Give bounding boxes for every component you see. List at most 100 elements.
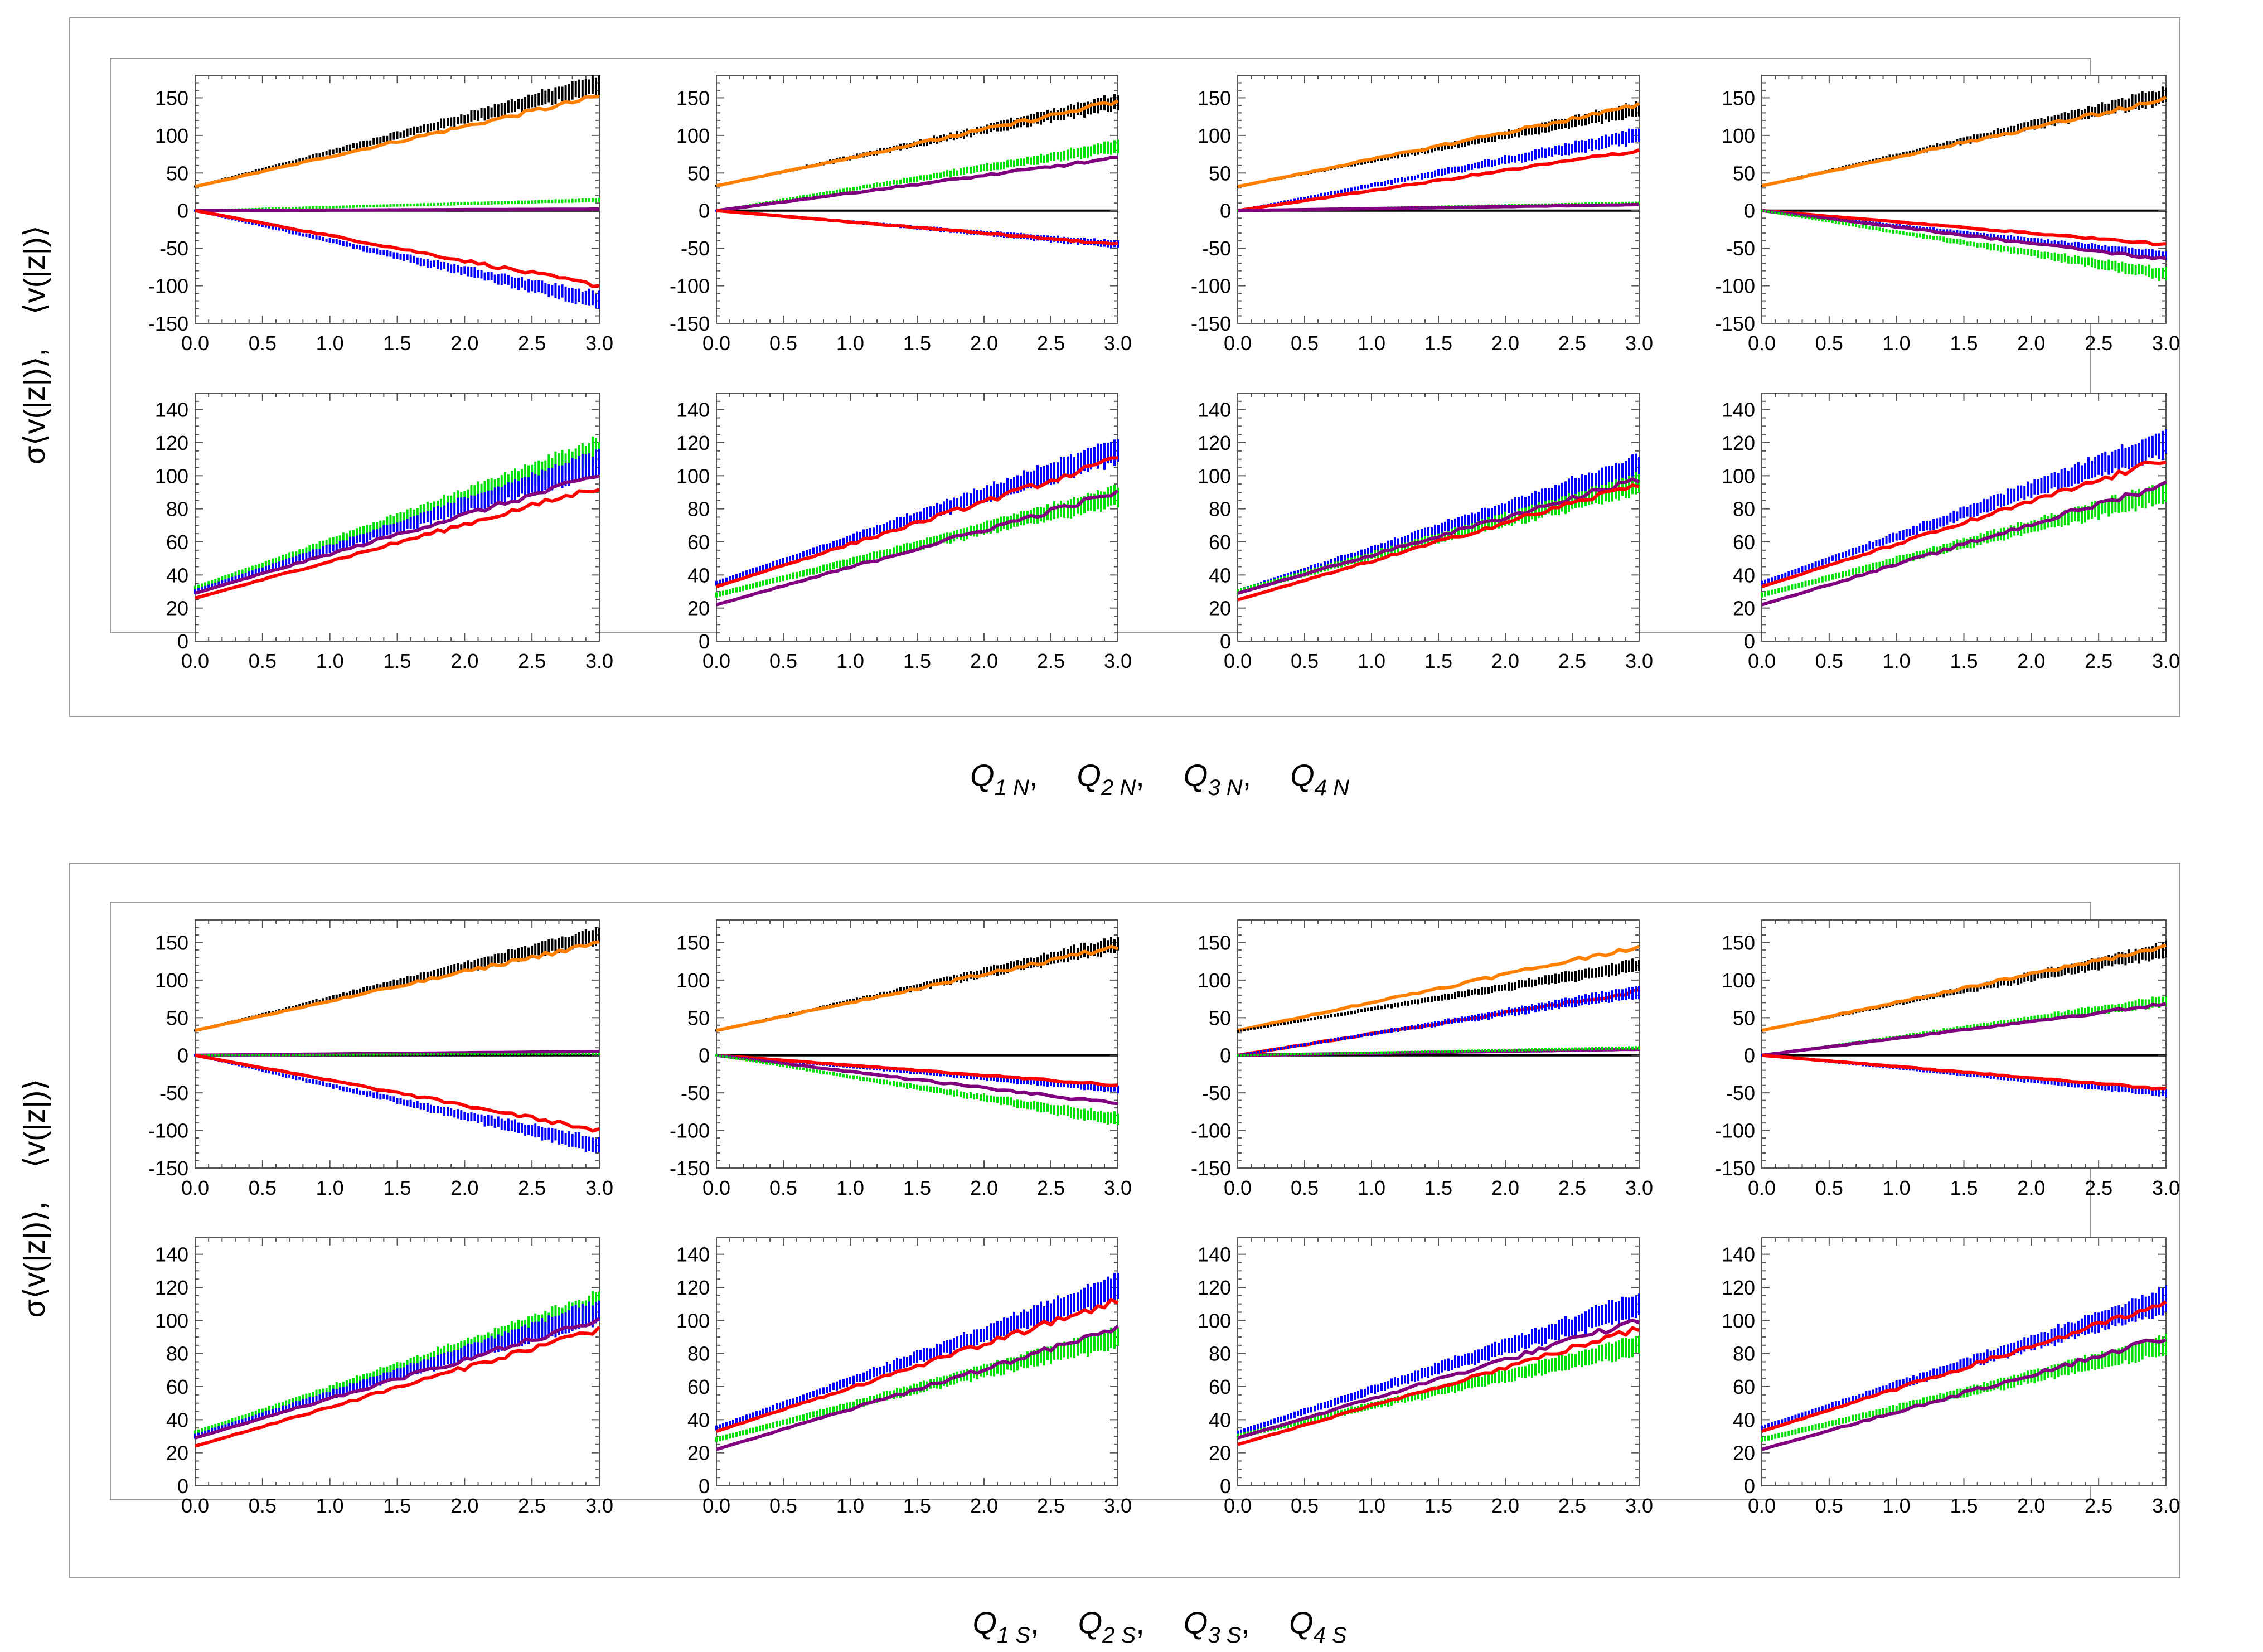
y-tick-label: 140	[155, 1243, 188, 1266]
x-tick-label: 1.0	[316, 332, 344, 355]
y-tick-label: 100	[155, 1309, 188, 1332]
x-tick-label: 0.0	[702, 1176, 730, 1199]
x-tick-label: 2.0	[1491, 332, 1519, 355]
x-tick-label: 1.0	[836, 1176, 864, 1199]
y-tick-label: 80	[1209, 498, 1231, 521]
series-points	[194, 1052, 600, 1057]
series-points	[194, 1054, 600, 1153]
series-points	[194, 209, 600, 309]
series-line-path	[716, 489, 1119, 607]
x-tick-label: 0.5	[249, 1494, 277, 1517]
series-line	[716, 1053, 1118, 1106]
x-tick-label: 1.0	[1358, 650, 1385, 672]
x-tick-label: 0.5	[1291, 332, 1319, 355]
y-tick-label: 100	[1198, 464, 1231, 487]
y-tick-label: 100	[1198, 124, 1231, 147]
y-tick-label: 40	[166, 1408, 188, 1431]
series-line-path	[195, 488, 600, 600]
y-tick-label: -50	[681, 1082, 710, 1104]
plot-frame	[195, 1237, 600, 1486]
inner-frame	[110, 902, 2091, 1500]
x-tick-label: 1.5	[903, 650, 931, 672]
y-tick-label: -150	[670, 312, 710, 335]
x-tick-label: 3.0	[1625, 332, 1653, 355]
series-line	[195, 940, 600, 1033]
x-tick-label: 0.0	[181, 1494, 209, 1517]
x-axis-label-symbol: Q	[1184, 758, 1208, 793]
x-tick-label: 0.5	[249, 1176, 277, 1199]
chart-group-N: 0.0 0.5 1.0 1.5 2.0 2.5 3.0 150 100 50 0 -50 -100 -15…	[18, 17, 2180, 800]
series-line	[716, 209, 1118, 246]
x-tick-label: 2.0	[450, 650, 478, 672]
y-tick-label: -150	[1715, 312, 1755, 335]
series-points	[1237, 128, 1640, 212]
series-line-path	[195, 1326, 601, 1448]
x-tick-label: 0.0	[1748, 650, 1776, 672]
series-points	[715, 139, 1119, 212]
series-line	[195, 488, 600, 600]
y-tick-label: 0	[1220, 200, 1231, 222]
series-line-path	[716, 99, 1119, 188]
x-axis-label: Q1 N, Q2 N, Q3 N, Q4 N	[970, 758, 1349, 800]
y-tick-label: 0	[699, 630, 710, 653]
series-line	[195, 95, 600, 188]
x-tick-label: 2.5	[1037, 332, 1065, 355]
y-tick-label: -150	[1191, 312, 1231, 335]
y-tick-label: -100	[670, 275, 710, 298]
series-line-path	[195, 1317, 600, 1440]
y-tick-label: 150	[1198, 86, 1231, 109]
x-tick-label: 2.0	[1491, 650, 1519, 672]
series-points	[194, 198, 600, 212]
y-tick-label: 60	[166, 1375, 188, 1398]
y-tick-label: 50	[166, 162, 188, 185]
x-tick-label: 0.0	[702, 650, 730, 672]
x-tick-label: 3.0	[1625, 650, 1653, 672]
x-tick-label: 0.0	[1748, 332, 1776, 355]
x-tick-label: 0.5	[769, 332, 797, 355]
y-tick-label: 0	[177, 1475, 188, 1498]
y-tick-label: 140	[676, 399, 710, 422]
y-tick-label: -50	[1202, 237, 1231, 260]
x-axis-label-subscript: 2 N	[1101, 776, 1136, 800]
y-tick-label: 80	[1733, 498, 1755, 521]
series-line	[195, 1317, 600, 1440]
series-line	[195, 207, 599, 212]
series-line	[716, 99, 1119, 188]
x-tick-label: 0.5	[769, 1176, 797, 1199]
x-tick-label: 0.0	[1224, 650, 1252, 672]
y-tick-label: 60	[1209, 531, 1231, 554]
x-tick-label: 1.5	[1950, 332, 1978, 355]
x-tick-label: 0.0	[181, 650, 209, 672]
y-tick-label: -150	[148, 312, 188, 335]
series-line	[1761, 209, 2167, 246]
series-line-path	[1761, 95, 2167, 188]
y-tick-label: 80	[166, 498, 188, 521]
plot-frame	[1237, 393, 1640, 642]
x-tick-label: 1.0	[316, 1494, 344, 1517]
x-tick-label: 3.0	[585, 650, 613, 672]
y-tick-label: 20	[687, 597, 710, 620]
x-tick-label: 0.5	[1815, 650, 1843, 672]
y-tick-label: 50	[687, 1006, 710, 1029]
y-tick-label: 150	[676, 86, 710, 109]
y-tick-label: 140	[1198, 399, 1231, 422]
series-line	[195, 474, 600, 595]
y-tick-label: -100	[148, 275, 188, 298]
x-tick-label: 1.5	[1424, 650, 1452, 672]
y-tick-label: 20	[166, 597, 188, 620]
series-line	[1761, 460, 2167, 588]
y-tick-label: 100	[155, 969, 188, 992]
y-tick-label: 20	[166, 1442, 188, 1465]
series-line	[1237, 483, 1640, 602]
y-tick-label: -150	[670, 1157, 710, 1180]
x-tick-label: 2.0	[450, 332, 478, 355]
x-tick-label: 0.0	[702, 332, 730, 355]
x-tick-label: 2.0	[450, 1176, 478, 1199]
y-tick-label: 80	[166, 1343, 188, 1365]
series-line-path	[1761, 209, 2167, 260]
x-tick-label: 3.0	[2152, 332, 2180, 355]
y-tick-label: 120	[1722, 432, 1755, 454]
series-line	[195, 1326, 601, 1448]
x-axis-label-symbol: Q	[1290, 758, 1315, 793]
